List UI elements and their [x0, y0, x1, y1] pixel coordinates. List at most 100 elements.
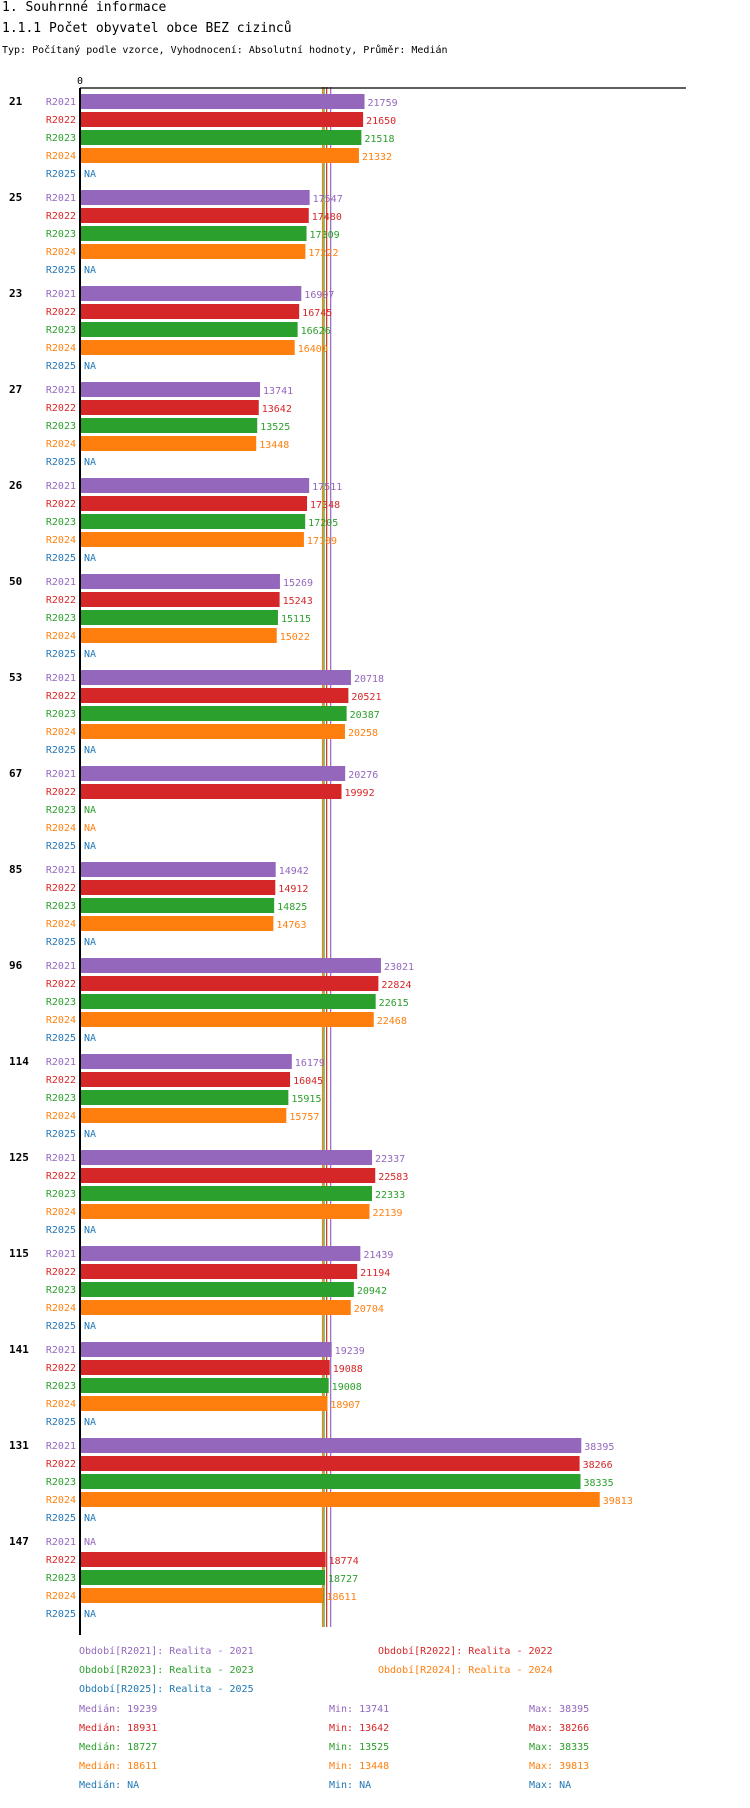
series-label-r2024: R2024: [46, 343, 76, 354]
series-label-r2025: R2025: [46, 1129, 76, 1140]
bar-r2024: [81, 1300, 351, 1315]
series-label-r2025: R2025: [46, 841, 76, 852]
series-label-r2023: R2023: [46, 229, 76, 240]
bar-r2023: [81, 418, 258, 433]
series-label-r2024: R2024: [46, 1015, 76, 1026]
bar-r2024: [81, 1012, 374, 1027]
bar-r2024: [81, 1204, 370, 1219]
data-label-r2021: 21759: [368, 98, 398, 109]
legend-period-r2021: Období[R2021]: Realita - 2021: [79, 1646, 254, 1657]
series-label-r2021: R2021: [46, 961, 76, 972]
data-label-r2022: 14912: [278, 884, 308, 895]
series-label-r2024: R2024: [46, 1591, 76, 1602]
data-label-r2022: 21650: [366, 116, 396, 127]
na-label: NA: [84, 649, 96, 660]
bar-r2021: [81, 1150, 373, 1165]
bar-r2022: [81, 688, 349, 703]
bar-r2021: [81, 670, 351, 685]
series-label-r2022: R2022: [46, 787, 76, 798]
legend-max-r2021: Max: 38395: [529, 1704, 590, 1715]
legend-period-r2025: Období[R2025]: Realita - 2025: [79, 1684, 254, 1695]
series-label-r2025: R2025: [46, 265, 76, 276]
data-label-r2024: 15022: [280, 632, 310, 643]
legend-period-r2022: Období[R2022]: Realita - 2022: [378, 1646, 553, 1657]
data-label-r2024: 17222: [308, 248, 338, 259]
data-label-r2023: 18727: [328, 1574, 358, 1585]
data-label-r2022: 17348: [310, 500, 340, 511]
bar-r2022: [81, 1264, 358, 1279]
series-label-r2023: R2023: [46, 901, 76, 912]
bar-r2024: [81, 532, 304, 547]
series-label-r2023: R2023: [46, 517, 76, 528]
bar-r2022: [81, 304, 300, 319]
legend-median-r2023: Medián: 18727: [79, 1742, 158, 1753]
bar-r2024: [81, 340, 295, 355]
series-label-r2022: R2022: [46, 499, 76, 510]
bar-r2021: [81, 958, 381, 973]
series-label-r2024: R2024: [46, 151, 76, 162]
bar-r2023: [81, 226, 307, 241]
bar-r2024: [81, 1396, 328, 1411]
bar-r2023: [81, 322, 298, 337]
series-label-r2022: R2022: [46, 1171, 76, 1182]
na-label: NA: [84, 1417, 96, 1428]
data-label-r2024: 14763: [276, 920, 306, 931]
data-label-r2021: 22337: [375, 1154, 405, 1165]
bar-r2024: [81, 1588, 324, 1603]
chart-title: 1.1.1 Počet obyvatel obce BEZ cizinců: [2, 21, 292, 36]
series-label-r2024: R2024: [46, 535, 76, 546]
bar-r2021: [81, 1438, 582, 1453]
data-label-r2023: 20387: [350, 710, 380, 721]
group-label: 114: [9, 1055, 29, 1068]
series-label-r2024: R2024: [46, 631, 76, 642]
bar-r2023: [81, 1474, 581, 1489]
data-label-r2022: 16045: [293, 1076, 323, 1087]
data-label-r2023: 20942: [357, 1286, 387, 1297]
data-label-r2023: 22615: [379, 998, 409, 1009]
group-label: 85: [9, 863, 22, 876]
bar-r2023: [81, 1378, 329, 1393]
series-label-r2025: R2025: [46, 649, 76, 660]
series-label-r2021: R2021: [46, 1537, 76, 1548]
series-label-r2024: R2024: [46, 1399, 76, 1410]
series-label-r2022: R2022: [46, 1363, 76, 1374]
bar-r2024: [81, 724, 345, 739]
bar-r2021: [81, 862, 276, 877]
bar-r2023: [81, 898, 275, 913]
data-label-r2022: 38266: [583, 1460, 613, 1471]
na-label: NA: [84, 1537, 96, 1548]
bar-r2021: [81, 766, 346, 781]
data-label-r2021: 21439: [363, 1250, 393, 1261]
page-heading: 1. Souhrnné informace: [2, 0, 167, 15]
data-label-r2023: 17205: [308, 518, 338, 529]
na-label: NA: [84, 1129, 96, 1140]
na-label: NA: [84, 1513, 96, 1524]
series-label-r2024: R2024: [46, 1495, 76, 1506]
bar-r2021: [81, 1054, 292, 1069]
series-label-r2022: R2022: [46, 883, 76, 894]
bar-r2023: [81, 1570, 326, 1585]
series-label-r2024: R2024: [46, 1303, 76, 1314]
data-label-r2022: 22583: [378, 1172, 408, 1183]
bar-r2021: [81, 286, 302, 301]
bar-r2022: [81, 208, 309, 223]
series-label-r2023: R2023: [46, 1381, 76, 1392]
legend-median-r2021: Medián: 19239: [79, 1704, 158, 1715]
series-label-r2025: R2025: [46, 1321, 76, 1332]
na-label: NA: [84, 1609, 96, 1620]
bar-r2023: [81, 1282, 354, 1297]
series-label-r2022: R2022: [46, 1267, 76, 1278]
series-label-r2022: R2022: [46, 403, 76, 414]
series-label-r2022: R2022: [46, 1459, 76, 1470]
data-label-r2024: 18907: [330, 1400, 360, 1411]
series-label-r2024: R2024: [46, 823, 76, 834]
chart-area: 0 21 R2021 21759 R2022 21650 R2023 21518 R2024 21…: [9, 76, 686, 1635]
series-label-r2023: R2023: [46, 421, 76, 432]
group-label: 26: [9, 479, 23, 492]
series-label-r2025: R2025: [46, 745, 76, 756]
series-label-r2024: R2024: [46, 1111, 76, 1122]
legend-period-r2024: Období[R2024]: Realita - 2024: [378, 1665, 553, 1676]
series-label-r2023: R2023: [46, 1285, 76, 1296]
series-label-r2023: R2023: [46, 325, 76, 336]
data-label-r2022: 16745: [302, 308, 332, 319]
